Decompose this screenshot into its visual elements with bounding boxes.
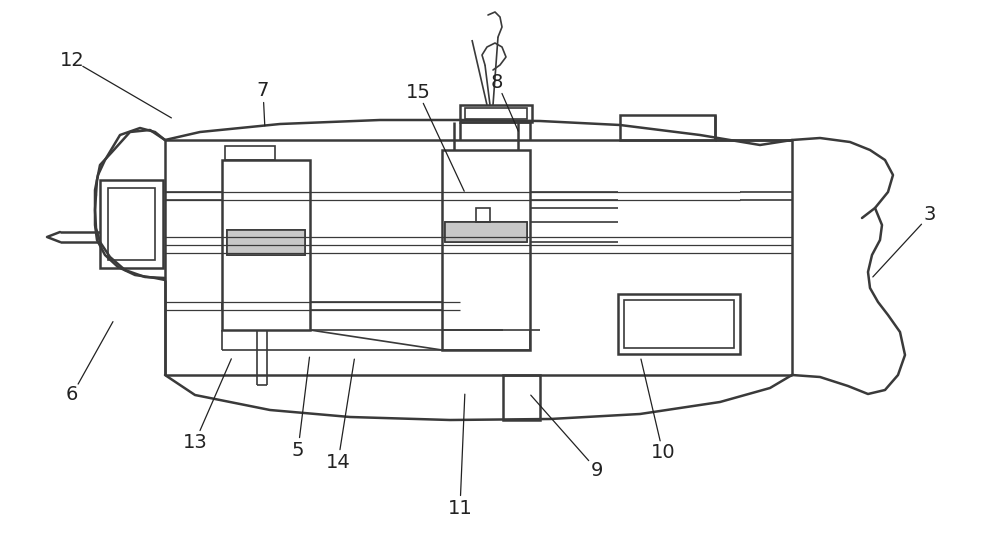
Bar [620, 115, 715, 140]
Text: 13: 13 [183, 432, 207, 452]
Text: 5: 5 [292, 441, 304, 459]
Text: 8: 8 [491, 73, 503, 91]
Text: 15: 15 [406, 82, 430, 102]
Bar [624, 300, 734, 348]
Bar [618, 294, 740, 354]
Bar [100, 180, 163, 268]
Bar [445, 222, 527, 242]
Bar [445, 222, 527, 242]
Bar [476, 208, 490, 222]
Text: 9: 9 [591, 460, 603, 480]
Text: 6: 6 [66, 386, 78, 404]
Text: 7: 7 [257, 80, 269, 100]
Bar [225, 146, 275, 160]
Bar [222, 160, 310, 330]
Text: 11: 11 [448, 498, 472, 518]
Text: 3: 3 [924, 206, 936, 224]
Bar [227, 230, 305, 255]
Bar [460, 105, 532, 122]
Bar [227, 230, 305, 255]
Text: 14: 14 [326, 453, 350, 471]
Bar [442, 150, 530, 350]
Bar [465, 108, 527, 119]
Bar [503, 375, 540, 420]
Text: 12: 12 [60, 51, 84, 69]
Bar [108, 188, 155, 260]
Text: 10: 10 [651, 443, 675, 463]
